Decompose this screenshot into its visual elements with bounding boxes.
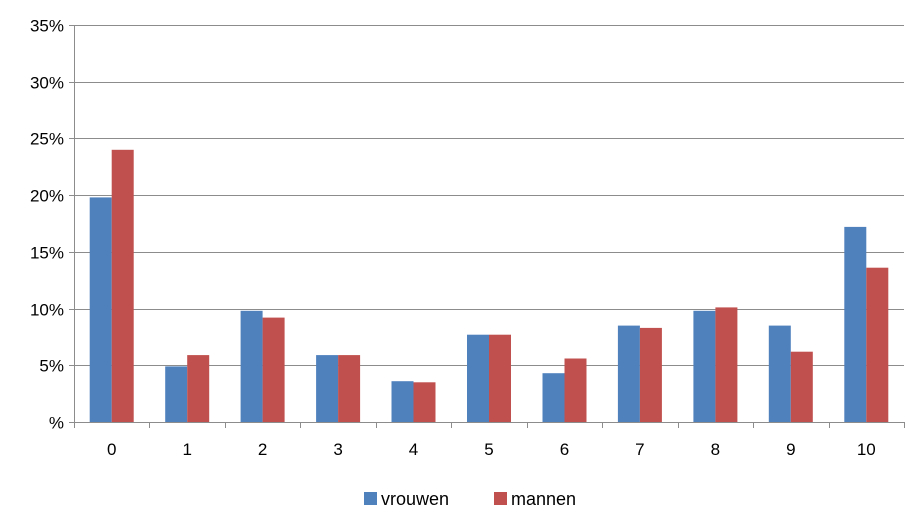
bar-mannen-4	[413, 382, 436, 422]
axes: % 5% 10% 15% 20% 25% 30% 35% 0 1 2 3 4 5 6 7 8 9 10	[30, 17, 905, 459]
bar-vrouwen-4	[391, 381, 414, 422]
y-tick-label: 15%	[30, 244, 64, 263]
x-tick-label: 2	[258, 440, 267, 459]
legend-label-vrouwen: vrouwen	[381, 489, 449, 509]
y-tick-label: 20%	[30, 187, 64, 206]
y-tick-label: 35%	[30, 17, 64, 36]
x-tick-label: 10	[857, 440, 876, 459]
bar-vrouwen-7	[617, 325, 640, 422]
x-tick-label: 1	[182, 440, 191, 459]
x-tick-label: 3	[333, 440, 342, 459]
bar-vrouwen-9	[768, 325, 791, 422]
bar-mannen-9	[790, 351, 813, 422]
bar-mannen-1	[187, 355, 210, 422]
bar-vrouwen-10	[844, 226, 867, 422]
bar-mannen-0	[111, 149, 134, 423]
legend-label-mannen: mannen	[511, 489, 576, 509]
x-tick-label: 8	[711, 440, 720, 459]
x-tick-label: 4	[409, 440, 418, 459]
bar-mannen-6	[564, 358, 587, 422]
legend: vrouwen mannen	[364, 489, 576, 509]
bar-mannen-8	[715, 307, 738, 422]
x-tick-label: 7	[635, 440, 644, 459]
bars	[89, 149, 889, 423]
gridlines	[74, 25, 904, 366]
bar-vrouwen-0	[89, 197, 112, 422]
bar-mannen-2	[262, 317, 285, 422]
bar-mannen-7	[639, 327, 662, 422]
y-tick-label: 25%	[30, 130, 64, 149]
bar-mannen-5	[489, 334, 511, 422]
y-tick-label: 30%	[30, 74, 64, 93]
bar-vrouwen-8	[693, 310, 716, 422]
legend-swatch-mannen	[494, 492, 507, 505]
legend-swatch-vrouwen	[364, 492, 377, 505]
bar-vrouwen-1	[165, 366, 188, 422]
x-tick-label: 6	[560, 440, 569, 459]
bar-vrouwen-5	[467, 334, 489, 422]
y-tick-label: %	[49, 414, 64, 433]
y-tick-label: 5%	[39, 357, 64, 376]
x-tick-label: 9	[786, 440, 795, 459]
bar-vrouwen-3	[316, 355, 339, 422]
x-tick-label: 5	[484, 440, 493, 459]
bar-vrouwen-6	[542, 373, 565, 422]
bar-mannen-3	[338, 355, 361, 422]
bar-mannen-10	[866, 267, 889, 422]
y-tick-label: 10%	[30, 301, 64, 320]
bar-vrouwen-2	[240, 310, 263, 422]
x-tick-label: 0	[107, 440, 116, 459]
